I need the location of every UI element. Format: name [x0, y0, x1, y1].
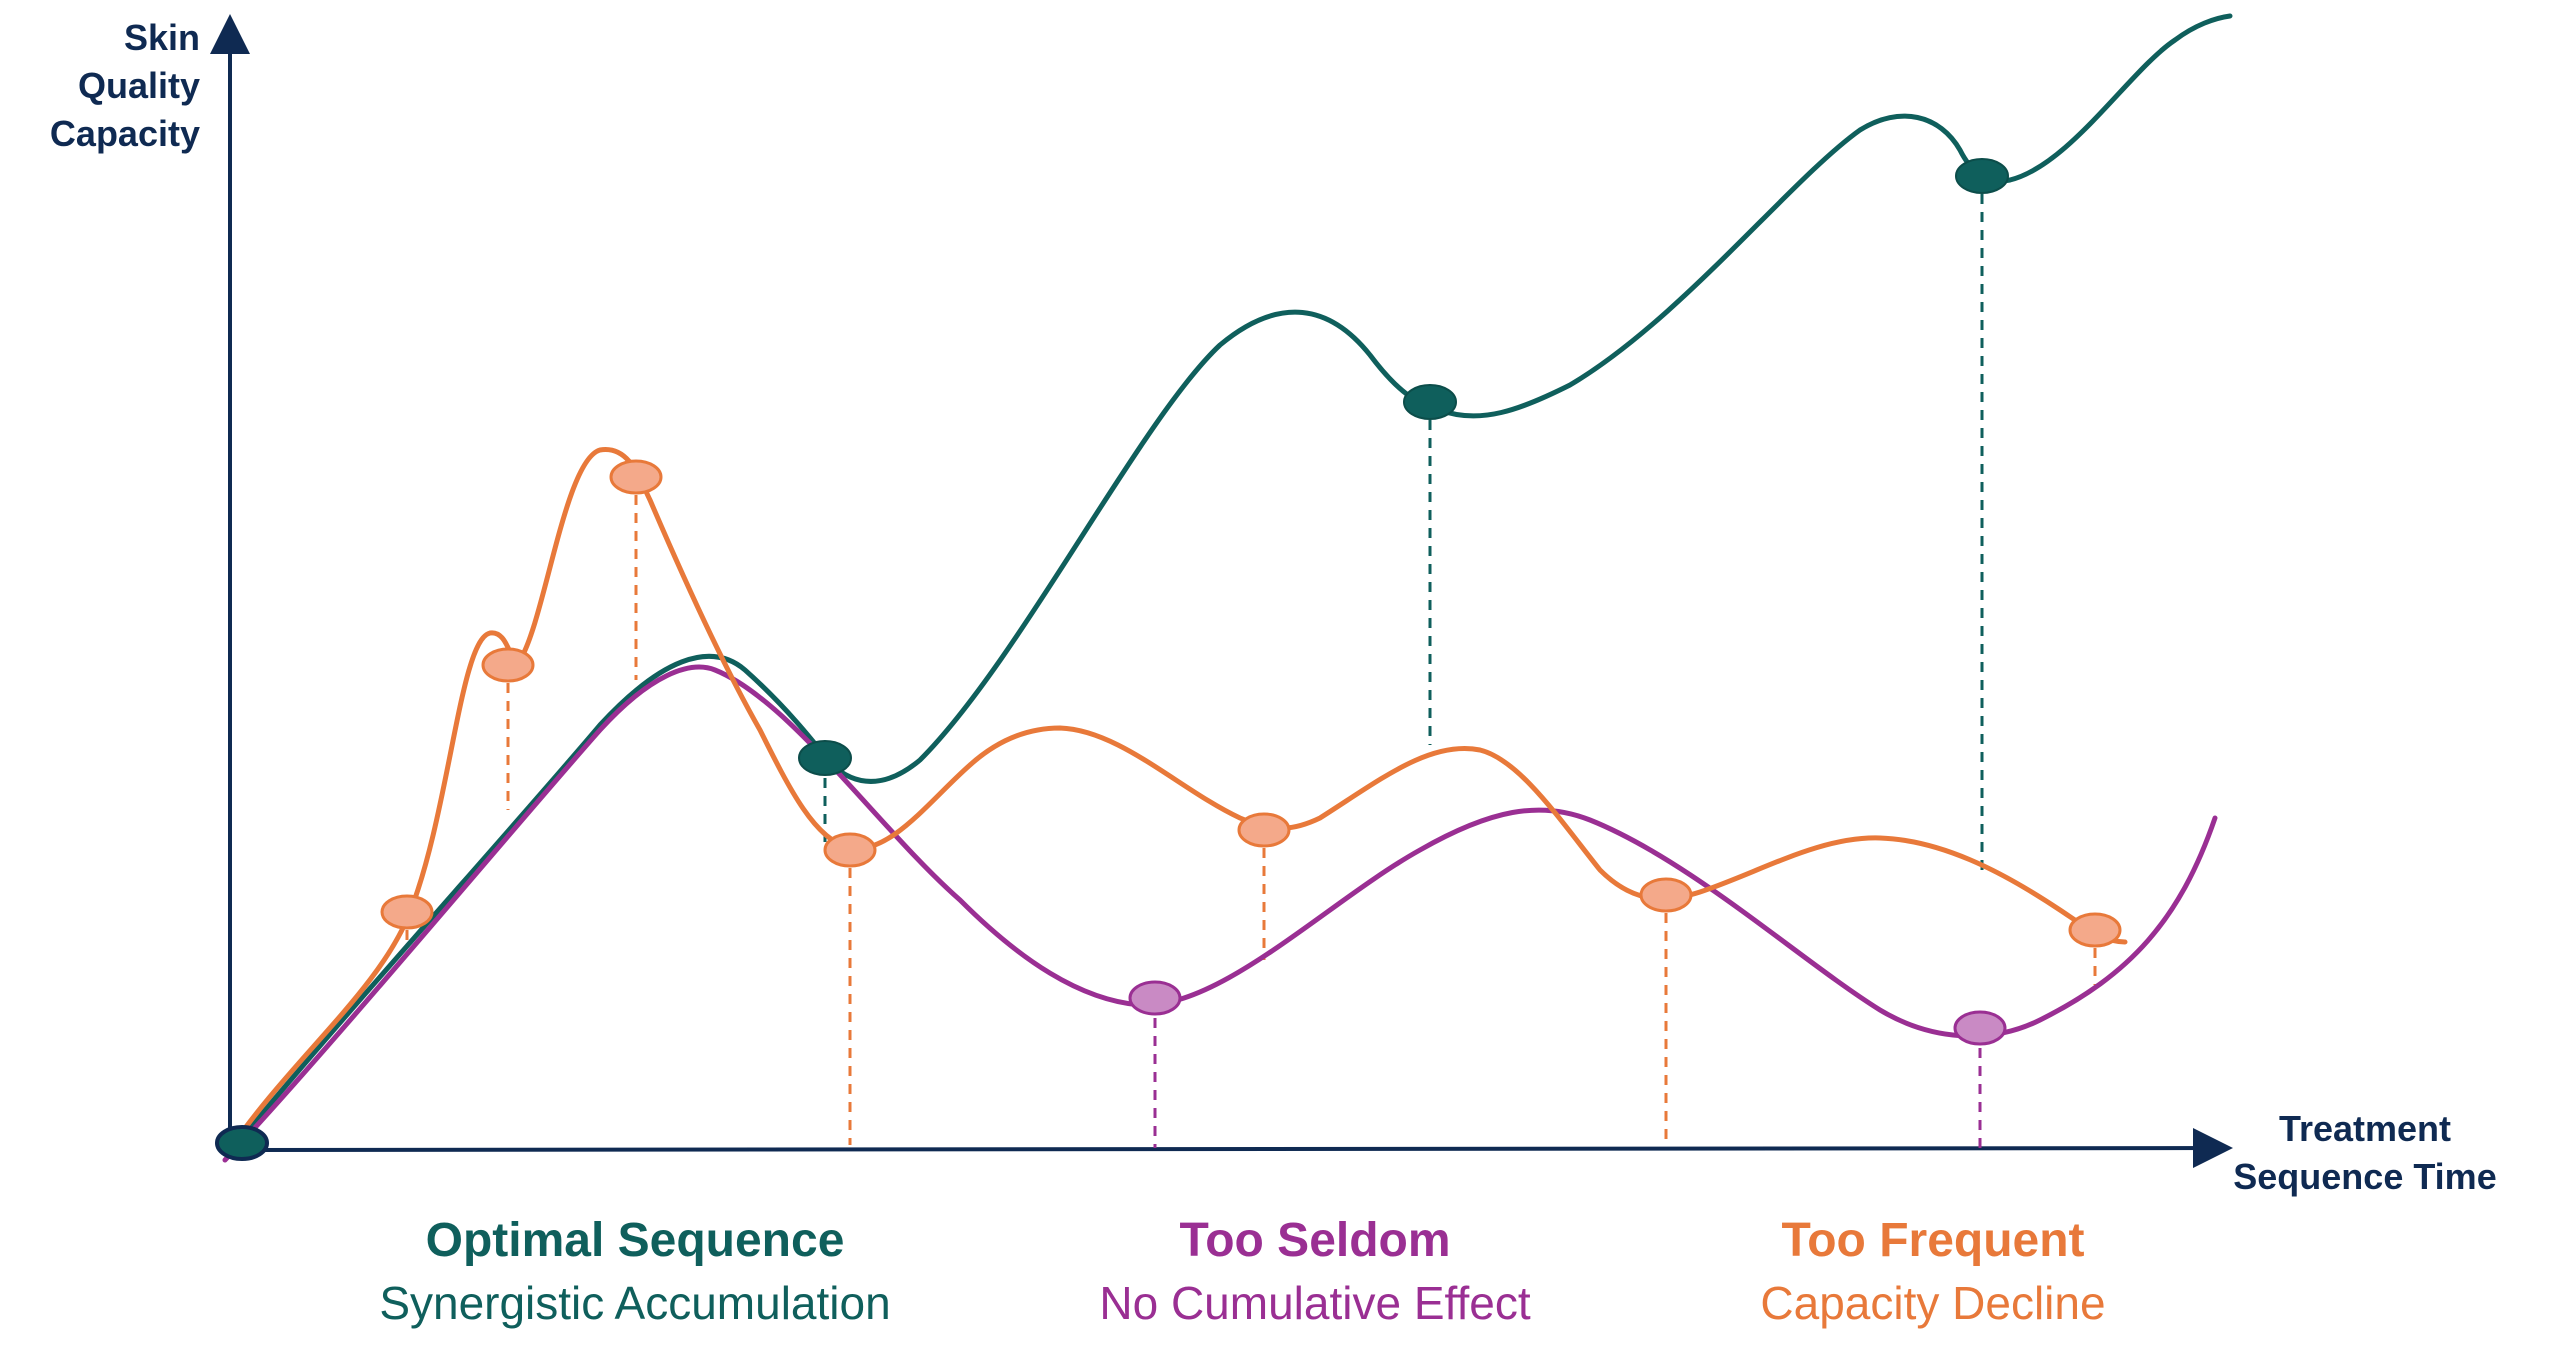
seldom-markers: [1128, 980, 2007, 1046]
legend-optimal-subtitle: Synergistic Accumulation: [379, 1277, 891, 1329]
frequent-marker: [1237, 812, 1291, 848]
x-axis-label-line: Treatment: [2278, 1108, 2452, 1149]
frequent-curve: [225, 447, 2128, 1155]
y-axis-label-line: Skin: [123, 17, 200, 58]
optimal-curve: [229, 13, 2233, 1153]
frequent-marker: [1639, 877, 1693, 913]
frequent-marker: [380, 894, 434, 930]
legend-frequent-subtitle: Capacity Decline: [1760, 1277, 2106, 1329]
seldom-drop-lines: [1153, 1000, 1982, 1148]
legend-seldom-title: Too Seldom: [1179, 1214, 1451, 1267]
optimal-marker: [798, 740, 852, 776]
origin-marker: [215, 1125, 269, 1161]
seldom-marker: [1128, 980, 1182, 1016]
legend-frequent: Too Frequent Capacity Decline: [1583, 1210, 2283, 1334]
y-axis-label-line: Capacity: [49, 113, 200, 154]
optimal-markers: [798, 158, 2009, 776]
frequent-marker: [823, 832, 877, 868]
frequent-drop-lines: [405, 477, 2097, 1145]
optimal-drop-lines: [823, 176, 1984, 870]
frequent-marker: [481, 647, 535, 683]
legend-seldom-subtitle: No Cumulative Effect: [1099, 1277, 1531, 1329]
seldom-marker: [1953, 1010, 2007, 1046]
legend-seldom: Too Seldom No Cumulative Effect: [965, 1210, 1665, 1334]
y-axis-label-line: Quality: [77, 65, 200, 106]
frequent-marker: [2068, 912, 2122, 948]
legend-optimal-title: Optimal Sequence: [425, 1214, 845, 1267]
x-axis-label-line: Sequence Time: [2233, 1156, 2497, 1197]
x-axis-label: Treatment Sequence Time: [2180, 1105, 2550, 1201]
optimal-marker: [1955, 158, 2009, 194]
legend-optimal: Optimal Sequence Synergistic Accumulatio…: [285, 1210, 985, 1334]
optimal-marker: [1403, 384, 1457, 420]
legend-frequent-title: Too Frequent: [1781, 1214, 2085, 1267]
frequent-markers: [380, 459, 2122, 948]
seldom-curve: [222, 664, 2218, 1163]
y-axis-label: Skin Quality Capacity: [0, 14, 200, 158]
x-axis: [229, 1128, 2233, 1169]
frequent-marker: [609, 459, 663, 495]
